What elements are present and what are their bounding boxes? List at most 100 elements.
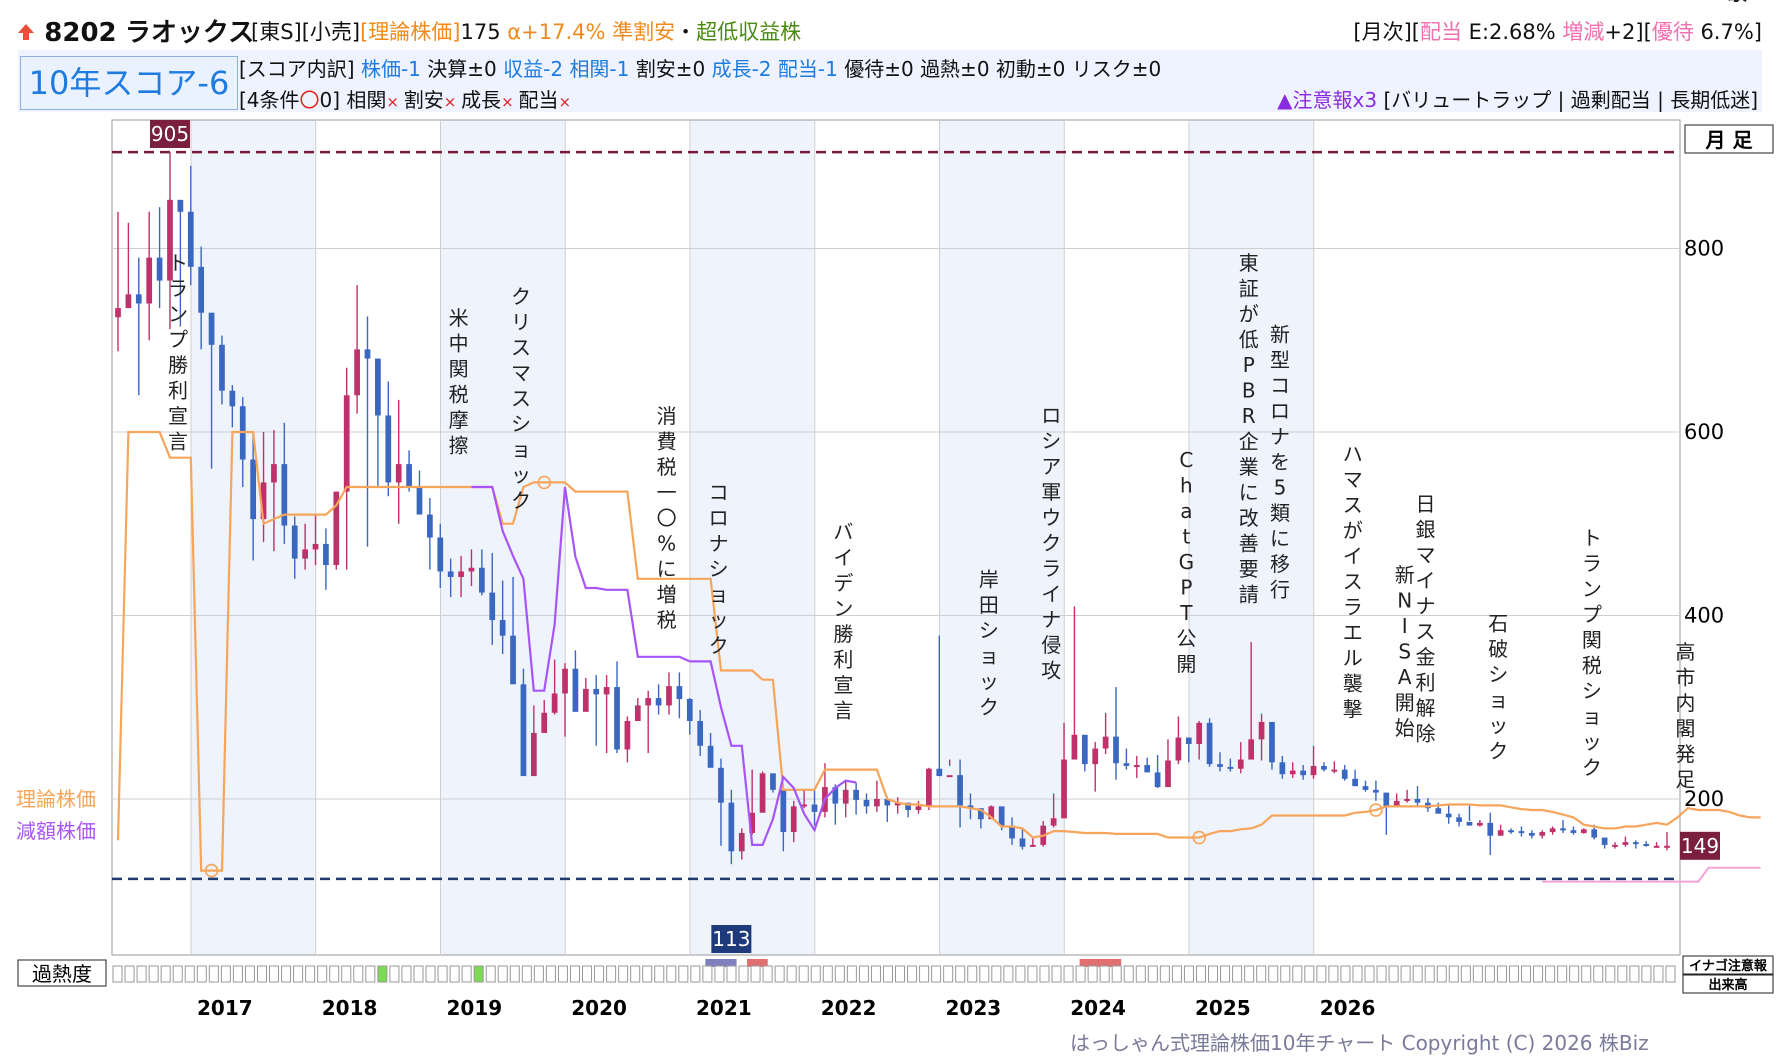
candle-body bbox=[728, 802, 735, 852]
overheat-cell bbox=[666, 965, 677, 983]
event-char: 発 bbox=[1675, 742, 1695, 766]
overheat-cell bbox=[196, 965, 207, 983]
event-char: 消 bbox=[657, 404, 677, 428]
candle-body bbox=[1102, 736, 1109, 749]
theory-marker bbox=[1192, 830, 1206, 845]
overheat-cell bbox=[1545, 965, 1556, 983]
conditions-circle: 〇 bbox=[299, 88, 320, 112]
breakdown-items: 株価-1 決算±0 収益-2 相関-1 割安±0 成長-2 配当-1 優待±0 … bbox=[361, 57, 1161, 81]
last-price-flag: 149 bbox=[1681, 834, 1719, 858]
event-char: 開 bbox=[1395, 691, 1415, 715]
year-label: 2017 bbox=[197, 996, 253, 1020]
candle-body bbox=[790, 806, 797, 833]
event-char: R bbox=[1242, 404, 1256, 428]
candle-body bbox=[801, 804, 807, 807]
event-char: h bbox=[1180, 473, 1193, 497]
theory-marker bbox=[537, 475, 552, 490]
candle-body bbox=[1653, 845, 1660, 848]
event-char: コ bbox=[709, 481, 729, 505]
event-char: イ bbox=[833, 546, 853, 570]
event-char: が bbox=[1343, 518, 1363, 542]
candle-body bbox=[1321, 765, 1327, 770]
event-char: 岸 bbox=[979, 568, 999, 592]
candle-body bbox=[593, 688, 600, 695]
event-char: マ bbox=[1415, 543, 1435, 567]
candle-body bbox=[1113, 736, 1119, 764]
event-char: 勝 bbox=[833, 622, 853, 646]
legend-reduced: 減額株価 bbox=[16, 819, 96, 843]
candle-body bbox=[385, 415, 392, 483]
overheat-cell bbox=[1111, 965, 1122, 983]
year-band bbox=[191, 120, 316, 955]
event-char: イ bbox=[1727, 0, 1747, 5]
event-char: ス bbox=[1415, 620, 1435, 644]
overheat-cell bbox=[1268, 965, 1279, 983]
inago-box bbox=[1682, 955, 1774, 975]
candle-body bbox=[666, 686, 672, 706]
overheat-cell bbox=[545, 965, 556, 983]
overheat-cell bbox=[377, 965, 388, 983]
event-char: 要 bbox=[1239, 557, 1259, 581]
event-char: ラ bbox=[1343, 595, 1363, 619]
event-char: 除 bbox=[1415, 722, 1435, 746]
event-char: 利 bbox=[833, 648, 853, 672]
event-char: ン bbox=[1582, 577, 1602, 601]
overheat-cell bbox=[1244, 965, 1255, 983]
candle-body bbox=[1310, 765, 1317, 776]
event-char: リ bbox=[511, 310, 531, 334]
event-char: 市 bbox=[1675, 666, 1695, 690]
candle-body bbox=[1341, 769, 1348, 779]
event-char: S bbox=[1398, 640, 1411, 664]
y-tick-label: 600 bbox=[1684, 420, 1724, 444]
overheat-cell bbox=[160, 965, 171, 983]
candle-body bbox=[187, 211, 194, 267]
event-char: 閣 bbox=[1675, 717, 1695, 741]
event-char: 軍 bbox=[1041, 480, 1061, 504]
overheat-cell bbox=[594, 965, 605, 983]
event-char: エ bbox=[1343, 620, 1363, 644]
candle-body bbox=[1248, 739, 1255, 760]
score-item: 配当-1 bbox=[777, 57, 845, 81]
overheat-cell bbox=[1159, 965, 1170, 983]
candle-body bbox=[988, 806, 995, 820]
event-char: 新 bbox=[1395, 563, 1415, 587]
candle-body bbox=[603, 687, 610, 695]
event-char: ッ bbox=[1488, 714, 1508, 738]
candle-body bbox=[208, 312, 215, 345]
score-item: 相関-1 bbox=[569, 57, 636, 81]
event-char: プ bbox=[168, 328, 188, 352]
event-char: ス bbox=[1343, 493, 1363, 517]
candle-body bbox=[1165, 760, 1171, 788]
low-flag: 113 bbox=[712, 927, 750, 951]
year-label: 2018 bbox=[322, 996, 378, 1020]
header-right: [月次][配当 E:2.68% 増減+2][優待 6.7%] bbox=[1353, 16, 1762, 46]
overheat-cell bbox=[738, 965, 749, 983]
candle-body bbox=[1300, 770, 1306, 776]
score-band bbox=[18, 50, 1762, 112]
inago-label: イナゴ注意報 bbox=[1689, 958, 1768, 974]
overheat-cell bbox=[702, 965, 713, 983]
candle-body bbox=[1331, 769, 1338, 772]
stock-code: 8202 bbox=[44, 18, 117, 48]
event-char: ナ bbox=[1270, 425, 1290, 449]
event-char: 中 bbox=[449, 332, 469, 356]
candle-body bbox=[936, 768, 943, 777]
overheat-cell bbox=[1015, 965, 1026, 983]
header-details: [東S][小売][理論株価]175 α+17.4% 準割安・超低収益株 bbox=[251, 16, 801, 46]
year-label: 2022 bbox=[821, 996, 877, 1020]
event-char: % bbox=[657, 531, 676, 555]
event-char: P bbox=[1243, 353, 1255, 377]
event-char: ク bbox=[709, 634, 729, 658]
y-tick-label: 400 bbox=[1684, 603, 1724, 627]
candle-body bbox=[1622, 842, 1629, 845]
event-char: バ bbox=[833, 520, 853, 544]
candle-body bbox=[853, 789, 859, 800]
candle-body bbox=[1539, 832, 1546, 836]
overheat-cell bbox=[858, 965, 869, 983]
overheat-cell bbox=[148, 965, 159, 983]
up-arrow-icon bbox=[16, 18, 36, 48]
event-char: 田 bbox=[979, 593, 999, 617]
